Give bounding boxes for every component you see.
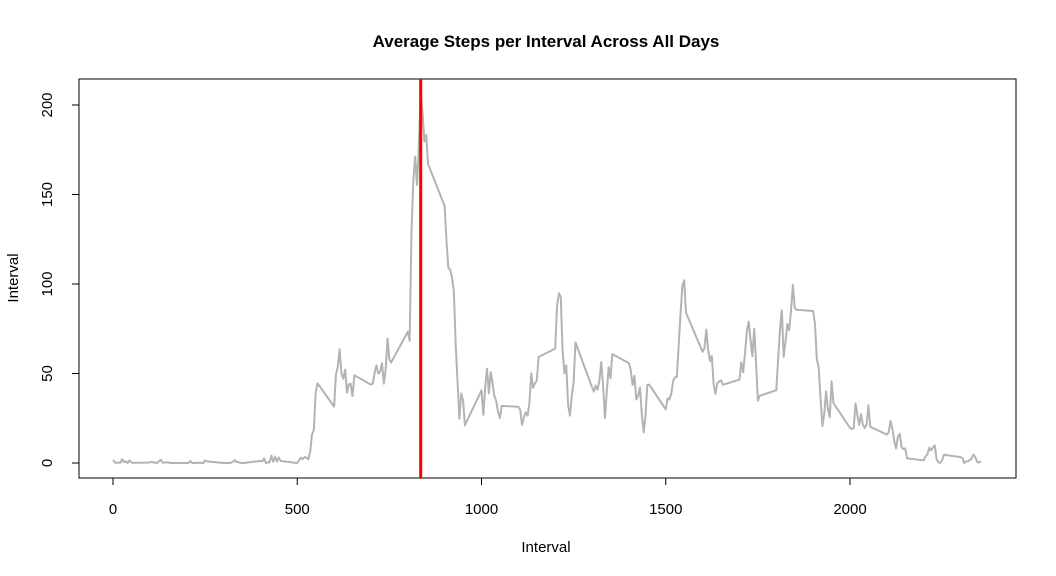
y-tick-label: 150 <box>39 182 56 207</box>
x-tick-label: 0 <box>109 501 117 518</box>
x-tick-label: 2000 <box>833 501 866 518</box>
series-line <box>112 92 982 464</box>
y-tick-label: 50 <box>39 365 56 382</box>
x-tick-label: 1000 <box>465 501 498 518</box>
y-tick-label: 0 <box>39 459 56 467</box>
y-tick-label: 200 <box>39 92 56 117</box>
x-tick-label: 1500 <box>649 501 682 518</box>
y-axis-label: Interval <box>5 253 22 302</box>
x-axis-label: Interval <box>521 539 570 556</box>
y-axis: 0 50 100 150 200 <box>39 92 80 467</box>
chart-title: Average Steps per Interval Across All Da… <box>373 32 720 51</box>
series-layer <box>112 92 982 464</box>
x-tick-label: 500 <box>285 501 310 518</box>
x-axis: 0 500 1000 1500 2000 <box>109 477 867 518</box>
plot-frame <box>78 78 1017 479</box>
y-tick-label: 100 <box>39 271 56 296</box>
